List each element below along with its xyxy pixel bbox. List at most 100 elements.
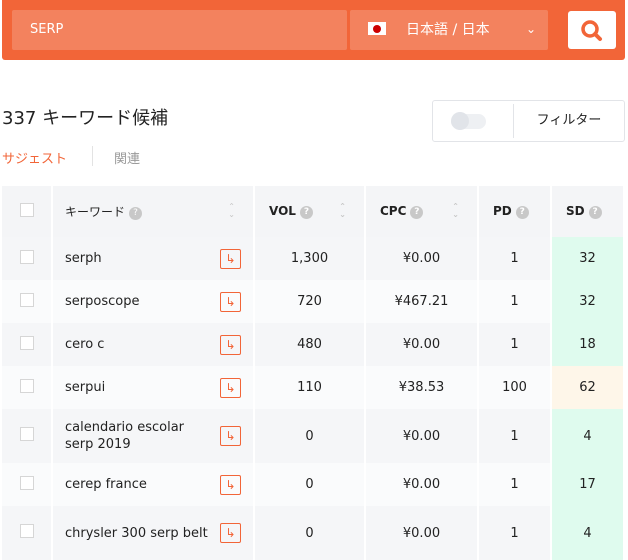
keyword-text[interactable]: serph	[65, 251, 102, 266]
sd-cell: 18	[551, 323, 625, 366]
checkbox[interactable]	[19, 378, 34, 393]
vol-cell: 0	[254, 463, 366, 506]
col-pd[interactable]: PD?	[478, 186, 552, 237]
help-icon[interactable]: ?	[299, 206, 313, 219]
keyword-text[interactable]: cero c	[65, 337, 105, 352]
keyword-table: キーワード? ⌃ ⌄ VOL? ⌃ ⌄ CPC? ⌃ ⌄ PD? SD? serph ↳ 1,…	[2, 186, 625, 560]
table-row: serposcope ↳ 720 ¥467.21 1 32	[2, 280, 625, 323]
divider	[92, 146, 93, 166]
vol-cell: 720	[254, 280, 366, 323]
sort-icon[interactable]: ⌃ ⌄	[339, 202, 346, 219]
pd-cell: 1	[478, 463, 552, 506]
keyword-text[interactable]: chrysler 300 serp belt	[65, 525, 208, 541]
table-row: serph ↳ 1,300 ¥0.00 1 32	[2, 237, 625, 280]
tab-related[interactable]: 関連	[114, 152, 141, 167]
vol-cell: 480	[254, 323, 366, 366]
filter-box: フィルター	[432, 100, 625, 142]
keyword-text[interactable]: calendario escolar serp 2019	[65, 420, 185, 452]
cpc-cell: ¥467.21	[365, 280, 479, 323]
open-arrow-icon[interactable]: ↳	[220, 248, 241, 269]
filter-button[interactable]: フィルター	[536, 113, 602, 128]
open-arrow-icon[interactable]: ↳	[220, 334, 241, 355]
keyword-cell: serpui ↳	[52, 366, 255, 409]
select-all[interactable]	[2, 186, 53, 237]
row-select	[2, 463, 53, 506]
vol-cell: 110	[254, 366, 366, 409]
open-arrow-icon[interactable]: ↳	[220, 474, 241, 495]
checkbox[interactable]	[19, 335, 34, 350]
open-arrow-icon[interactable]: ↳	[220, 523, 241, 543]
pd-cell: 1	[478, 323, 552, 366]
cpc-cell: ¥0.00	[365, 323, 479, 366]
checkbox[interactable]	[19, 475, 34, 490]
cpc-cell: ¥0.00	[365, 463, 479, 506]
checkbox[interactable]	[19, 292, 34, 307]
help-icon[interactable]: ?	[588, 206, 602, 219]
search-icon	[581, 20, 602, 41]
keyword-text[interactable]: serposcope	[65, 294, 140, 309]
row-select	[2, 366, 53, 409]
toggle[interactable]	[451, 112, 486, 130]
keyword-text[interactable]: cerep france	[65, 477, 147, 492]
vol-cell: 0	[254, 409, 366, 463]
pd-cell: 100	[478, 366, 552, 409]
keyword-cell: chrysler 300 serp belt ↳	[52, 506, 255, 560]
results-heading: 337 キーワード候補	[2, 108, 169, 129]
col-keyword[interactable]: キーワード? ⌃ ⌄	[52, 186, 255, 237]
keyword-input[interactable]: SERP	[12, 10, 347, 50]
chevron-down-icon: ⌄	[525, 22, 536, 36]
pd-cell: 1	[478, 280, 552, 323]
sd-cell: 17	[551, 463, 625, 506]
checkbox[interactable]	[19, 524, 34, 538]
checkbox[interactable]	[19, 249, 34, 264]
open-arrow-icon[interactable]: ↳	[220, 291, 241, 312]
table-row: cerep france ↳ 0 ¥0.00 1 17	[2, 463, 625, 506]
cpc-cell: ¥0.00	[365, 237, 479, 280]
table-row: chrysler 300 serp belt ↳ 0 ¥0.00 1 4	[2, 506, 625, 560]
pd-cell: 1	[478, 237, 552, 280]
search-button[interactable]	[568, 11, 616, 49]
checkbox[interactable]	[19, 203, 34, 217]
pd-cell: 1	[478, 506, 552, 560]
sd-cell: 62	[551, 366, 625, 409]
row-select	[2, 280, 53, 323]
sd-cell: 32	[551, 237, 625, 280]
table-row: serpui ↳ 110 ¥38.53 100 62	[2, 366, 625, 409]
sd-cell: 4	[551, 506, 625, 560]
help-icon[interactable]: ?	[515, 206, 529, 219]
col-sd[interactable]: SD?	[551, 186, 625, 237]
row-select	[2, 409, 53, 463]
keyword-cell: calendario escolar serp 2019 ↳	[52, 409, 255, 463]
sort-icon[interactable]: ⌃ ⌄	[228, 202, 235, 219]
sort-icon[interactable]: ⌃ ⌄	[452, 202, 459, 219]
sd-cell: 32	[551, 280, 625, 323]
cpc-cell: ¥0.00	[365, 506, 479, 560]
vol-cell: 0	[254, 506, 366, 560]
vol-cell: 1,300	[254, 237, 366, 280]
col-vol[interactable]: VOL? ⌃ ⌄	[254, 186, 366, 237]
keyword-cell: cero c ↳	[52, 323, 255, 366]
table-row: calendario escolar serp 2019 ↳ 0 ¥0.00 1 …	[2, 409, 625, 463]
keyword-text[interactable]: serpui	[65, 380, 106, 395]
help-icon[interactable]: ?	[410, 206, 424, 219]
row-select	[2, 237, 53, 280]
cpc-cell: ¥38.53	[365, 366, 479, 409]
checkbox[interactable]	[19, 427, 34, 441]
language-label: 日本語 / 日本	[406, 22, 490, 38]
tab-suggest[interactable]: サジェスト	[2, 152, 68, 167]
keyword-cell: serph ↳	[52, 237, 255, 280]
cpc-cell: ¥0.00	[365, 409, 479, 463]
language-select[interactable]: 日本語 / 日本 ⌄	[350, 10, 548, 50]
sd-cell: 4	[551, 409, 625, 463]
row-select	[2, 506, 53, 560]
pd-cell: 1	[478, 409, 552, 463]
open-arrow-icon[interactable]: ↳	[220, 377, 241, 398]
keyword-cell: serposcope ↳	[52, 280, 255, 323]
open-arrow-icon[interactable]: ↳	[220, 426, 241, 446]
japan-flag-icon	[368, 22, 386, 35]
col-cpc[interactable]: CPC? ⌃ ⌄	[365, 186, 479, 237]
search-bar: SERP 日本語 / 日本 ⌄	[2, 0, 625, 60]
help-icon[interactable]: ?	[129, 207, 143, 220]
keyword-cell: cerep france ↳	[52, 463, 255, 506]
table-row: cero c ↳ 480 ¥0.00 1 18	[2, 323, 625, 366]
